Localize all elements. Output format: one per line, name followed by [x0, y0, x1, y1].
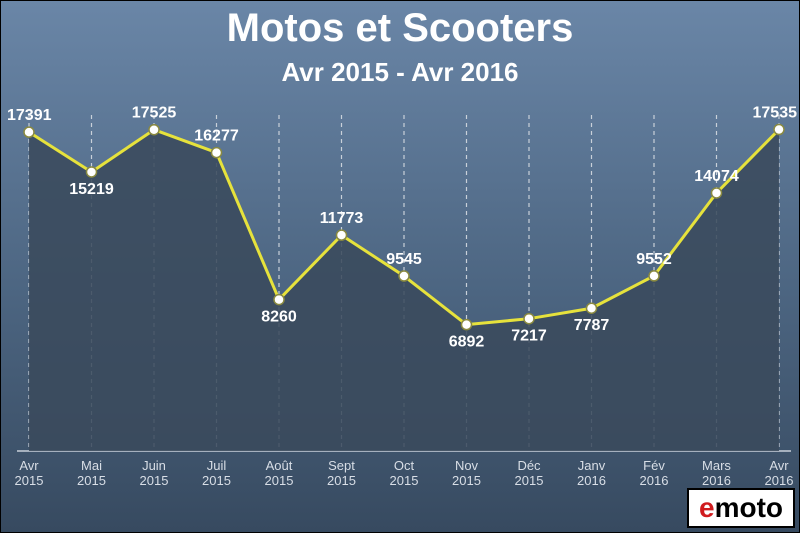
- x-tick-year: 2016: [577, 473, 606, 488]
- x-tick-year: 2015: [77, 473, 106, 488]
- brand-logo: emoto: [687, 488, 795, 528]
- x-tick-month: Mai: [81, 458, 102, 473]
- x-tick-label: Juin2015: [131, 459, 177, 489]
- x-tick-year: 2015: [265, 473, 294, 488]
- data-marker: [462, 320, 472, 330]
- x-tick-month: Août: [266, 458, 293, 473]
- x-tick-label: Juil2015: [194, 459, 240, 489]
- data-marker: [337, 230, 347, 240]
- value-label: 11773: [320, 210, 364, 227]
- brand-e: e: [699, 492, 715, 523]
- x-tick-month: Janv: [578, 458, 605, 473]
- x-tick-month: Nov: [455, 458, 478, 473]
- data-marker: [712, 188, 722, 198]
- x-tick-month: Oct: [394, 458, 414, 473]
- x-tick-month: Mars: [702, 458, 731, 473]
- data-marker: [149, 125, 159, 135]
- data-marker: [87, 167, 97, 177]
- x-tick-label: Oct2015: [381, 459, 427, 489]
- x-tick-label: Fév2016: [631, 459, 677, 489]
- x-tick-month: Déc: [517, 458, 540, 473]
- value-label: 9545: [386, 251, 422, 268]
- data-marker: [274, 295, 284, 305]
- x-tick-label: Sept2015: [319, 459, 365, 489]
- line-chart: 17391 15219 17525 16277 8260 11773 9545 6892 721…: [1, 1, 800, 533]
- x-tick-year: 2015: [15, 473, 44, 488]
- x-tick-month: Avr: [769, 458, 788, 473]
- x-tick-label: Mars2016: [694, 459, 740, 489]
- value-label: 17535: [753, 105, 798, 122]
- data-marker: [587, 303, 597, 313]
- data-marker: [774, 125, 784, 135]
- data-marker: [24, 127, 34, 137]
- x-tick-label: Août2015: [256, 459, 302, 489]
- x-tick-month: Juil: [207, 458, 227, 473]
- value-label: 14074: [694, 168, 739, 185]
- data-marker: [649, 271, 659, 281]
- value-label: 15219: [69, 181, 114, 198]
- value-label: 9552: [636, 251, 672, 268]
- x-tick-year: 2015: [515, 473, 544, 488]
- x-tick-label: Déc2015: [506, 459, 552, 489]
- x-tick-year: 2015: [140, 473, 169, 488]
- x-tick-month: Sept: [328, 458, 355, 473]
- data-marker: [212, 148, 222, 158]
- x-tick-year: 2016: [702, 473, 731, 488]
- value-label: 8260: [261, 309, 297, 326]
- x-tick-label: Avr2016: [756, 459, 800, 489]
- x-tick-year: 2015: [202, 473, 231, 488]
- data-marker: [399, 271, 409, 281]
- x-tick-month: Avr: [19, 458, 38, 473]
- x-tick-year: 2015: [390, 473, 419, 488]
- brand-rest: moto: [715, 492, 783, 523]
- x-tick-label: Avr2015: [6, 459, 52, 489]
- value-label: 7787: [574, 317, 610, 334]
- x-tick-label: Mai2015: [69, 459, 115, 489]
- x-tick-year: 2015: [452, 473, 481, 488]
- x-tick-year: 2016: [765, 473, 794, 488]
- x-tick-month: Fév: [643, 458, 665, 473]
- x-tick-label: Janv2016: [569, 459, 615, 489]
- area-layer: [29, 130, 779, 451]
- value-label: 17525: [132, 105, 177, 122]
- value-label: 6892: [449, 334, 485, 351]
- x-tick-year: 2015: [327, 473, 356, 488]
- x-tick-year: 2016: [640, 473, 669, 488]
- data-marker: [524, 314, 534, 324]
- value-label: 7217: [511, 328, 547, 345]
- x-tick-month: Juin: [142, 458, 166, 473]
- value-label: 17391: [7, 107, 52, 124]
- area-fill: [29, 130, 779, 451]
- chart-stage: Motos et Scooters Avr 2015 - Avr 2016 17…: [0, 0, 800, 533]
- value-label: 16277: [194, 128, 239, 145]
- x-tick-label: Nov2015: [444, 459, 490, 489]
